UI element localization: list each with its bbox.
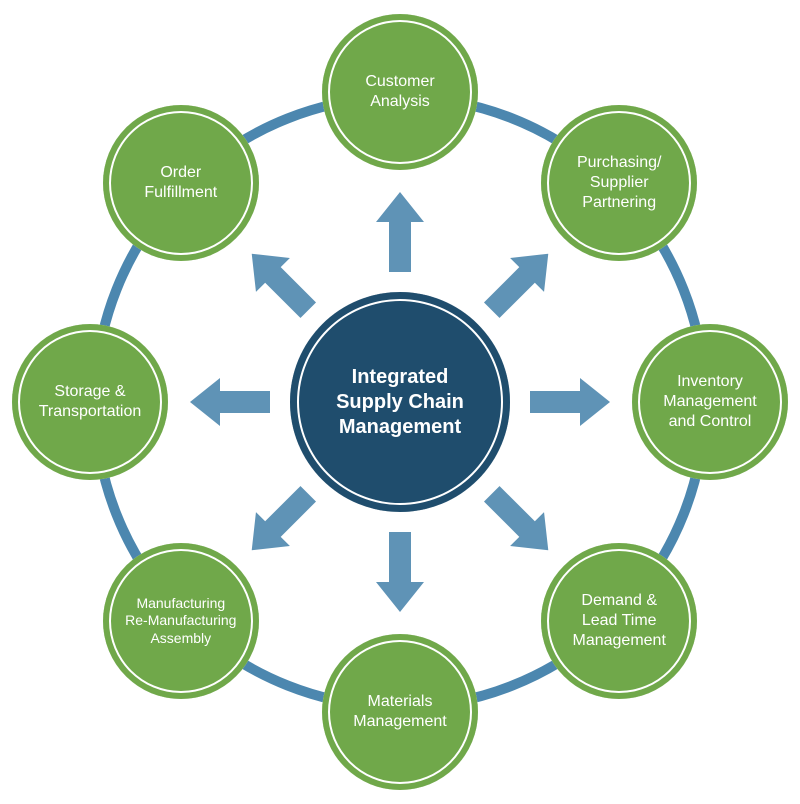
hub-bubble: Integrated Supply Chain Management [290, 292, 510, 512]
node-inventory-management-control: Inventory Management and Control [632, 324, 788, 480]
node-label: Inventory Management and Control [655, 372, 764, 432]
node-materials-management: Materials Management [322, 634, 478, 790]
node-label: Storage & Transportation [31, 382, 150, 422]
node-label: Demand & Lead Time Management [565, 591, 674, 651]
node-label: Materials Management [345, 692, 454, 732]
node-storage-transportation: Storage & Transportation [12, 324, 168, 480]
node-manufacturing-assembly: Manufacturing Re-Manufacturing Assembly [103, 543, 259, 699]
node-label: Purchasing/ Supplier Partnering [569, 153, 670, 213]
node-customer-analysis: Customer Analysis [322, 14, 478, 170]
node-label: Customer Analysis [357, 72, 442, 112]
spoke-arrow [376, 192, 424, 272]
node-label: Order Fulfillment [136, 163, 225, 203]
spoke-arrow [190, 378, 270, 426]
node-demand-lead-time-management: Demand & Lead Time Management [541, 543, 697, 699]
node-order-fulfillment: Order Fulfillment [103, 105, 259, 261]
hub-label: Integrated Supply Chain Management [326, 365, 474, 440]
node-label: Manufacturing Re-Manufacturing Assembly [117, 595, 244, 648]
diagram-stage: Integrated Supply Chain Management Custo… [0, 0, 800, 804]
node-purchasing-supplier-partnering: Purchasing/ Supplier Partnering [541, 105, 697, 261]
spoke-arrow [530, 378, 610, 426]
spoke-arrow [376, 532, 424, 612]
